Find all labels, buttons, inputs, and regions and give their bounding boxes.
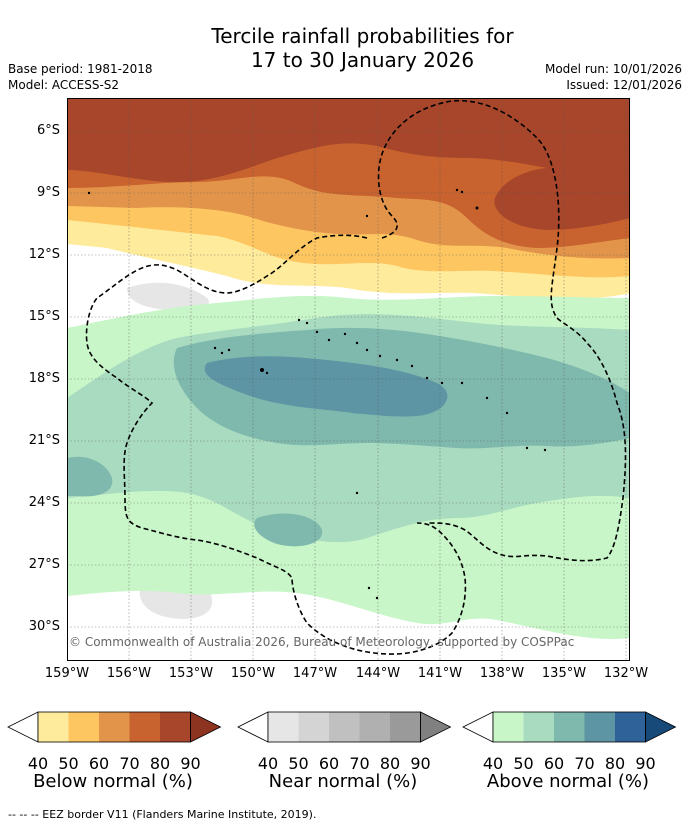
lon-label: 156°W [106, 666, 152, 681]
colorbar-high-extension [645, 711, 677, 743]
lon-label: 144°W [355, 666, 401, 681]
colorbar-tick-label: 40 [257, 754, 279, 773]
colorbar-tick-label: 90 [410, 754, 431, 773]
colorbar-segment [493, 712, 524, 742]
near-normal-colorbar [237, 711, 452, 743]
above-normal-60-region [254, 513, 323, 547]
eez-legend-note: -- -- -- EEZ border V11 (Flanders Marine… [8, 808, 317, 821]
lon-label: 135°W [541, 666, 587, 681]
colorbar-tick-label: 50 [58, 754, 79, 773]
eez-border-french-polynesia [85, 234, 467, 655]
colorbar-segment [554, 712, 585, 742]
lat-label: 18°S [28, 371, 60, 386]
copyright-notice: © Commonwealth of Australia 2026, Bureau… [69, 635, 575, 649]
colorbar-frame [267, 711, 421, 743]
lat-label: 30°S [28, 619, 60, 634]
map-frame [67, 98, 630, 661]
colorbar-tick-label: 70 [119, 754, 140, 773]
colorbars [7, 711, 677, 743]
issued-date: Issued: 12/01/2026 [566, 78, 682, 92]
islands [87, 188, 547, 600]
colorbar-high-extension [190, 711, 222, 743]
lat-label: 15°S [28, 309, 60, 324]
colorbar-tick-label: 80 [379, 754, 401, 773]
colorbar-tick-label: 80 [149, 754, 171, 773]
colorbar-segment [99, 712, 130, 742]
lon-label: 141°W [417, 666, 463, 681]
colorbar-tick-label: 40 [482, 754, 504, 773]
lon-label: 153°W [168, 666, 214, 681]
colorbar-tick-label: 90 [180, 754, 201, 773]
colorbar-tick-label: 90 [635, 754, 656, 773]
colorbar-tick-label: 80 [604, 754, 626, 773]
near-normal-region [127, 282, 209, 311]
above-normal-60-region [67, 456, 113, 497]
colorbar-tick-label: 60 [318, 754, 340, 773]
colorbar-low-extension [7, 711, 39, 743]
eez-border-kiribati [377, 99, 627, 562]
lon-label: 147°W [292, 666, 338, 681]
above-normal-80-region [333, 384, 383, 414]
colorbar-tick-label: 60 [543, 754, 565, 773]
lon-label: 159°W [44, 666, 90, 681]
lat-label: 6°S [36, 123, 60, 138]
near-normal-title: Near normal (%) [268, 771, 418, 792]
graticule [67, 98, 630, 661]
colorbar-segment [615, 712, 646, 742]
colorbar-segment [359, 712, 390, 742]
colorbar-segment [160, 712, 191, 742]
colorbar-segment [390, 712, 421, 742]
lon-label: 138°W [479, 666, 525, 681]
lat-label: 12°S [28, 247, 60, 262]
colorbar-frame [492, 711, 646, 743]
lon-label: 132°W [603, 666, 649, 681]
rainfall-probability-map [67, 98, 630, 661]
colorbar-tick-label: 40 [27, 754, 49, 773]
title-line-2: 17 to 30 January 2026 [250, 48, 475, 72]
colorbar-segment [68, 712, 99, 742]
colorbar-segment [523, 712, 554, 742]
below-normal-colorbar [7, 711, 222, 743]
colorbar-low-extension [237, 711, 269, 743]
colorbar-segment [329, 712, 360, 742]
colorbar-frame [37, 711, 191, 743]
colorbar-tick-label: 60 [88, 754, 110, 773]
lat-label: 27°S [28, 557, 60, 572]
above-normal-70-region [204, 356, 448, 417]
base-period: Base period: 1981-2018 [8, 62, 153, 76]
model-name: Model: ACCESS-S2 [8, 78, 120, 92]
lat-label: 24°S [28, 495, 60, 510]
colorbar-segment [268, 712, 299, 742]
lat-label: 9°S [36, 185, 60, 200]
lon-label: 150°W [230, 666, 276, 681]
above-normal-colorbar [462, 711, 677, 743]
above-normal-title: Above normal (%) [486, 771, 650, 792]
colorbar-high-extension [420, 711, 452, 743]
lat-label: 21°S [28, 433, 60, 448]
title-line-1: Tercile rainfall probabilities for [211, 24, 514, 48]
below-normal-title: Below normal (%) [33, 771, 193, 792]
colorbar-tick-label: 50 [513, 754, 534, 773]
colorbar-segment [129, 712, 160, 742]
colorbar-segment [38, 712, 69, 742]
colorbar-tick-label: 50 [288, 754, 309, 773]
colorbar-tick-label: 70 [574, 754, 595, 773]
model-run: Model run: 10/01/2026 [544, 62, 682, 76]
colorbar-segment [298, 712, 329, 742]
colorbar-tick-label: 70 [349, 754, 370, 773]
colorbar-low-extension [462, 711, 494, 743]
colorbar-segment [584, 712, 615, 742]
